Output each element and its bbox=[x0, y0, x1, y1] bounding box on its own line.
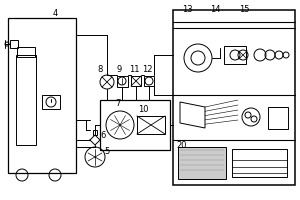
Bar bbox=[8, 18, 76, 173]
Text: 11: 11 bbox=[129, 66, 139, 74]
Bar bbox=[93, 130, 97, 135]
Bar bbox=[224, 46, 246, 64]
Bar bbox=[17, 47, 35, 57]
Bar bbox=[117, 76, 128, 87]
Bar bbox=[173, 10, 295, 185]
Text: 13: 13 bbox=[182, 4, 192, 14]
Bar bbox=[100, 100, 170, 150]
Bar bbox=[178, 147, 226, 179]
Text: 5: 5 bbox=[104, 148, 110, 156]
Text: 15: 15 bbox=[239, 4, 249, 14]
Text: 9: 9 bbox=[116, 66, 122, 74]
Bar bbox=[16, 55, 36, 145]
Text: 14: 14 bbox=[210, 4, 220, 14]
Bar bbox=[131, 76, 141, 86]
Bar bbox=[137, 116, 165, 134]
Polygon shape bbox=[180, 102, 205, 128]
Text: 4: 4 bbox=[52, 9, 58, 19]
Bar bbox=[42, 95, 60, 109]
Bar bbox=[144, 76, 154, 86]
Bar bbox=[268, 107, 288, 129]
Text: 7: 7 bbox=[115, 99, 121, 108]
Bar bbox=[10, 40, 18, 48]
Text: 10: 10 bbox=[138, 106, 148, 114]
Text: 20: 20 bbox=[177, 140, 187, 150]
Text: 6: 6 bbox=[100, 130, 106, 140]
Text: 8: 8 bbox=[97, 66, 103, 74]
Text: 12: 12 bbox=[142, 66, 152, 74]
Bar bbox=[232, 149, 287, 177]
